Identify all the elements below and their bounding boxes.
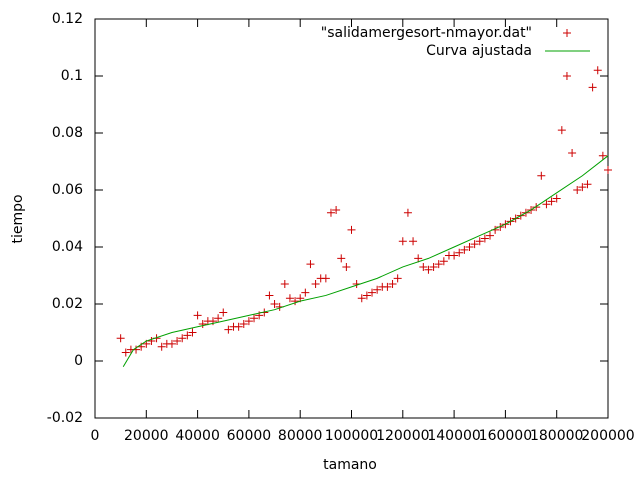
y-tick-label: 0.06 xyxy=(52,182,83,198)
point xyxy=(568,148,577,157)
point xyxy=(552,194,561,203)
point xyxy=(306,260,315,269)
point xyxy=(470,240,479,249)
point xyxy=(434,260,443,269)
point xyxy=(383,282,392,291)
x-tick-label: 200000 xyxy=(581,428,634,444)
point xyxy=(321,274,330,283)
point xyxy=(542,200,551,209)
plot-frame xyxy=(94,18,609,419)
x-tick-label: 100000 xyxy=(325,428,378,444)
point xyxy=(250,314,259,323)
point xyxy=(173,337,182,346)
point xyxy=(342,262,351,271)
point xyxy=(326,208,335,217)
point xyxy=(332,205,341,214)
point xyxy=(588,83,597,92)
point xyxy=(496,223,505,232)
point xyxy=(265,291,274,300)
y-tick-label: 0.04 xyxy=(52,239,83,255)
point xyxy=(578,183,587,192)
y-tick-label: 0.12 xyxy=(52,11,83,27)
point xyxy=(224,325,233,334)
x-tick-label: 120000 xyxy=(376,428,429,444)
point xyxy=(157,342,166,351)
point xyxy=(311,280,320,289)
x-tick-label: 60000 xyxy=(227,428,272,444)
point xyxy=(475,237,484,246)
point xyxy=(357,294,366,303)
point xyxy=(409,237,418,246)
legend-label: "salidamergesort-nmayor.dat" xyxy=(321,25,532,41)
point xyxy=(455,248,464,257)
point xyxy=(178,334,187,343)
point xyxy=(480,234,489,243)
point xyxy=(193,311,202,320)
y-tick-label: 0.08 xyxy=(52,125,83,141)
point xyxy=(244,317,253,326)
point xyxy=(214,314,223,323)
x-tick-label: 160000 xyxy=(479,428,532,444)
point xyxy=(239,319,248,328)
point xyxy=(439,257,448,266)
point xyxy=(116,334,125,343)
point xyxy=(373,285,382,294)
point xyxy=(347,225,356,234)
x-tick-label: 180000 xyxy=(530,428,583,444)
x-tick-label: 80000 xyxy=(278,428,323,444)
point xyxy=(573,186,582,194)
point xyxy=(547,197,556,206)
point xyxy=(270,300,279,308)
point xyxy=(424,265,433,274)
point xyxy=(403,208,412,217)
x-tick-label: 140000 xyxy=(427,428,480,444)
legend-label: Curva ajustada xyxy=(426,43,532,59)
point xyxy=(147,337,156,346)
point xyxy=(301,288,310,297)
legend-swatch xyxy=(563,29,571,37)
point xyxy=(486,231,495,240)
y-tick-label: 0 xyxy=(74,353,83,369)
point xyxy=(388,280,397,289)
point xyxy=(557,126,566,135)
point xyxy=(368,288,377,297)
point xyxy=(429,262,438,271)
x-tick-label: 40000 xyxy=(175,428,220,444)
fit-line xyxy=(122,155,609,367)
point xyxy=(280,280,289,289)
point xyxy=(419,262,428,271)
point xyxy=(183,331,192,340)
point xyxy=(167,339,176,348)
point xyxy=(414,254,423,263)
y-tick-label: 0.1 xyxy=(61,68,83,84)
point xyxy=(337,254,346,263)
y-tick-label: -0.02 xyxy=(47,410,83,426)
y-axis-label: tiempo xyxy=(10,194,26,243)
point xyxy=(362,291,371,300)
point xyxy=(604,166,612,175)
point xyxy=(285,294,294,303)
point xyxy=(219,308,228,317)
point xyxy=(460,245,469,254)
point xyxy=(537,171,546,180)
point xyxy=(465,243,474,251)
point xyxy=(562,72,571,80)
point xyxy=(398,237,407,246)
y-tick-label: 0.02 xyxy=(52,296,83,312)
point xyxy=(291,297,300,306)
x-tick-label: 0 xyxy=(91,428,100,444)
point xyxy=(121,348,130,357)
point xyxy=(598,151,607,160)
point xyxy=(593,66,602,75)
x-tick-label: 20000 xyxy=(124,428,169,444)
point xyxy=(583,180,592,189)
point xyxy=(198,319,207,328)
x-axis-label: tamano xyxy=(323,457,377,473)
point xyxy=(188,328,197,337)
point xyxy=(450,251,459,260)
point xyxy=(393,274,402,283)
point xyxy=(234,322,243,331)
